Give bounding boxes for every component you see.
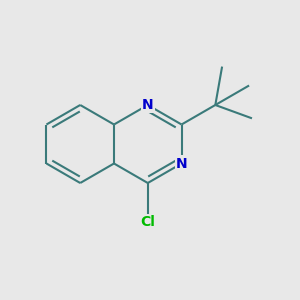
Text: N: N	[142, 98, 154, 112]
Text: Cl: Cl	[140, 215, 155, 229]
Text: N: N	[176, 157, 188, 170]
